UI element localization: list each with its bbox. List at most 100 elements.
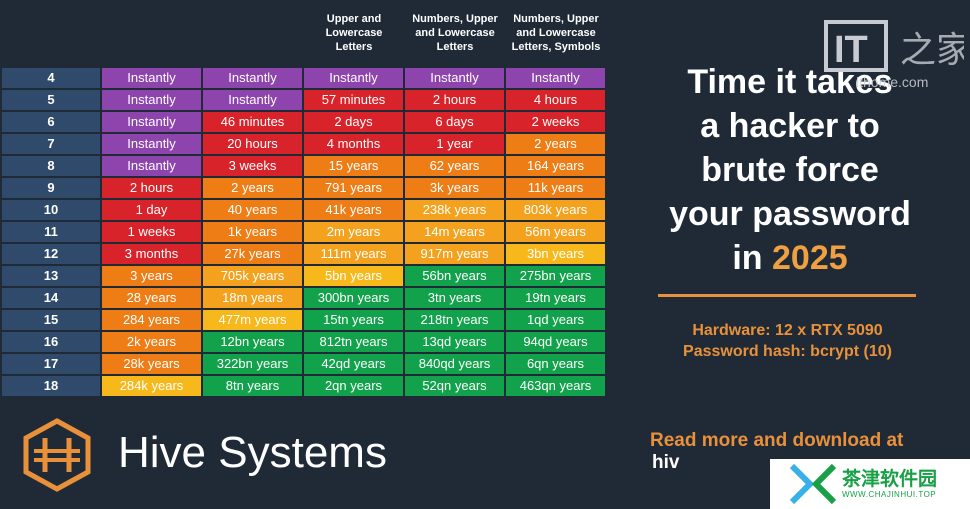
headline: Time it takes a hacker to brute force yo…	[640, 60, 940, 280]
time-cell: 2 hours	[405, 90, 504, 110]
time-cell: 111m years	[304, 244, 403, 264]
divider	[658, 294, 916, 297]
time-cell: 2 years	[203, 178, 302, 198]
time-cell: 19tn years	[506, 288, 605, 308]
time-cell: Instantly	[102, 68, 201, 88]
time-cell: Instantly	[102, 112, 201, 132]
time-cell: 52qn years	[405, 376, 504, 396]
char-count-cell: 8	[2, 156, 100, 176]
time-cell: 6 days	[405, 112, 504, 132]
time-cell: 477m years	[203, 310, 302, 330]
time-cell: 28 years	[102, 288, 201, 308]
headline-in: in	[732, 239, 773, 277]
read-more-url[interactable]: hiv	[652, 452, 680, 473]
time-cell: 1k years	[203, 222, 302, 242]
time-cell: 3bn years	[506, 244, 605, 264]
time-cell: 3k years	[405, 178, 504, 198]
headline-line-4: your password	[669, 195, 911, 233]
time-cell: 3tn years	[405, 288, 504, 308]
char-count-cell: 9	[2, 178, 100, 198]
time-cell: 4 hours	[506, 90, 605, 110]
char-count-cell: 10	[2, 200, 100, 220]
time-cell: 164 years	[506, 156, 605, 176]
time-cell: 2m years	[304, 222, 403, 242]
it-home-watermark-url: ithome.com	[856, 74, 929, 90]
time-cell: 8tn years	[203, 376, 302, 396]
time-cell: 3 years	[102, 266, 201, 286]
time-cell: 5bn years	[304, 266, 403, 286]
time-cell: 12bn years	[203, 332, 302, 352]
char-count-cell: 17	[2, 354, 100, 374]
time-cell: 41k years	[304, 200, 403, 220]
hardware-info: Hardware: 12 x RTX 5090 Password hash: b…	[640, 320, 935, 362]
col-header-num-upper-lower: Numbers, Upper and Lowercase Letters	[412, 13, 498, 53]
time-cell: 56bn years	[405, 266, 504, 286]
char-count-cell: 7	[2, 134, 100, 154]
time-cell: 46 minutes	[203, 112, 302, 132]
time-cell: 15 years	[304, 156, 403, 176]
svg-text:之家: 之家	[900, 30, 964, 71]
time-cell: 1qd years	[506, 310, 605, 330]
char-count-cell: 5	[2, 90, 100, 110]
time-cell: 2 weeks	[506, 112, 605, 132]
headline-line-5: in 2025	[640, 236, 940, 280]
password-table: 4 Instantly Instantly Instantly Instantly Ins…	[2, 68, 605, 396]
headline-year: 2025	[772, 239, 848, 277]
time-cell: Instantly	[203, 68, 302, 88]
time-cell: 3 weeks	[203, 156, 302, 176]
time-cell: Instantly	[102, 90, 201, 110]
time-cell: 322bn years	[203, 354, 302, 374]
time-cell: Instantly	[102, 156, 201, 176]
time-cell: 18m years	[203, 288, 302, 308]
headline-line-2: a hacker to	[700, 107, 880, 145]
time-cell: 13qd years	[405, 332, 504, 352]
time-cell: 94qd years	[506, 332, 605, 352]
char-count-cell: 15	[2, 310, 100, 330]
time-cell: 3 months	[102, 244, 201, 264]
corner-watermark-x-icon	[789, 463, 837, 505]
time-cell: 40 years	[203, 200, 302, 220]
it-home-watermark-logo: IT 之家	[824, 20, 964, 72]
time-cell: 1 weeks	[102, 222, 201, 242]
time-cell: 1 day	[102, 200, 201, 220]
time-cell: 2 days	[304, 112, 403, 132]
char-count-cell: 18	[2, 376, 100, 396]
time-cell: 275bn years	[506, 266, 605, 286]
time-cell: 284 years	[102, 310, 201, 330]
time-cell: Instantly	[506, 68, 605, 88]
hardware-line: Hardware: 12 x RTX 5090	[692, 322, 883, 339]
time-cell: 1 year	[405, 134, 504, 154]
corner-watermark: 茶津软件园 WWW.CHAJINHUI.TOP	[770, 459, 970, 509]
char-count-cell: 6	[2, 112, 100, 132]
time-cell: Instantly	[102, 134, 201, 154]
time-cell: 28k years	[102, 354, 201, 374]
char-count-cell: 16	[2, 332, 100, 352]
char-count-cell: 4	[2, 68, 100, 88]
time-cell: 57 minutes	[304, 90, 403, 110]
time-cell: Instantly	[304, 68, 403, 88]
time-cell: 803k years	[506, 200, 605, 220]
time-cell: 56m years	[506, 222, 605, 242]
time-cell: 284k years	[102, 376, 201, 396]
time-cell: 463qn years	[506, 376, 605, 396]
char-count-cell: 14	[2, 288, 100, 308]
headline-line-3: brute force	[701, 151, 879, 189]
time-cell: 11k years	[506, 178, 605, 198]
time-cell: 238k years	[405, 200, 504, 220]
time-cell: Instantly	[405, 68, 504, 88]
time-cell: 6qn years	[506, 354, 605, 374]
time-cell: 2 hours	[102, 178, 201, 198]
char-count-cell: 13	[2, 266, 100, 286]
time-cell: Instantly	[203, 90, 302, 110]
time-cell: 840qd years	[405, 354, 504, 374]
time-cell: 14m years	[405, 222, 504, 242]
time-cell: 917m years	[405, 244, 504, 264]
char-count-cell: 12	[2, 244, 100, 264]
time-cell: 4 months	[304, 134, 403, 154]
read-more-text: Read more and download at	[650, 430, 904, 451]
col-header-num-upper-lower-symbols: Numbers, Upper and Lowercase Letters, Symb…	[511, 13, 601, 53]
char-count-cell: 11	[2, 222, 100, 242]
hive-hexagon-logo-icon	[23, 418, 91, 492]
time-cell: 705k years	[203, 266, 302, 286]
svg-text:IT: IT	[834, 29, 868, 71]
